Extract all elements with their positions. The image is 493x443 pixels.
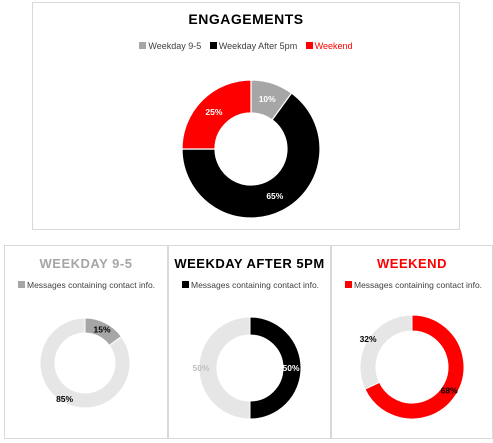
chart-legend: Messages containing contact info.: [332, 280, 492, 290]
legend-item-weekday-after-5pm: Weekday After 5pm: [209, 41, 298, 51]
donut-chart-engagements: 10% 65% 25%: [181, 79, 321, 219]
chart-legend: Messages containing contact info.: [169, 280, 330, 290]
donut-slice: [198, 316, 251, 420]
donut-slice: [249, 316, 302, 420]
weekend-chart: WEEKEND Messages containing contact info…: [331, 245, 493, 439]
data-label: 10%: [259, 94, 276, 104]
data-label: 32%: [360, 334, 377, 344]
chart-title: WEEKEND: [377, 256, 447, 271]
legend-swatch: [139, 42, 147, 49]
legend-swatch: [305, 42, 313, 49]
data-label: 50%: [282, 363, 299, 373]
legend-swatch: [182, 281, 189, 288]
donut-slice: [364, 314, 465, 420]
data-label: 85%: [56, 394, 73, 404]
legend-label: Messages containing contact info.: [191, 280, 320, 290]
legend-item-weekend: Weekend: [305, 41, 353, 51]
donut-slice: [39, 317, 131, 409]
chart-title: ENGAGEMENTS: [188, 11, 304, 27]
chart-title: WEEKDAY AFTER 5PM: [174, 256, 325, 271]
legend-swatch: [209, 42, 217, 49]
data-label: 68%: [441, 386, 458, 396]
data-label: 15%: [94, 325, 111, 335]
legend-label: Messages containing contact info.: [27, 280, 156, 290]
chart-legend: Messages containing contact info.: [5, 280, 167, 290]
legend-swatch: [18, 281, 25, 288]
chart-legend: Weekday 9-5 Weekday After 5pm Weekend: [33, 41, 459, 51]
legend-swatch: [345, 281, 352, 288]
legend-item-weekday-9-5: Weekday 9-5: [139, 41, 201, 51]
legend-label: Messages containing contact info.: [354, 280, 483, 290]
weekday-9-5-chart: WEEKDAY 9-5 Messages containing contact …: [4, 245, 168, 439]
donut-chart-weekday-9-5: 15% 85%: [39, 317, 131, 409]
legend-label: Weekday 9-5: [148, 41, 202, 51]
donut-chart-weekend: 68% 32%: [359, 314, 465, 420]
chart-title: WEEKDAY 9-5: [39, 256, 133, 271]
weekday-after-5pm-chart: WEEKDAY AFTER 5PM Messages containing co…: [168, 245, 331, 439]
donut-slice: [181, 79, 252, 150]
legend-label: Weekday After 5pm: [218, 41, 298, 51]
data-label: 65%: [266, 191, 283, 201]
engagements-chart: ENGAGEMENTS Weekday 9-5 Weekday After 5p…: [32, 2, 460, 230]
legend-label: Weekend: [314, 41, 353, 51]
data-label: 25%: [205, 107, 222, 117]
donut-slice: [181, 92, 321, 219]
data-label: 50%: [192, 363, 209, 373]
donut-chart-weekday-after-5pm: 50% 50%: [192, 316, 302, 420]
donut-slice: [359, 314, 413, 390]
